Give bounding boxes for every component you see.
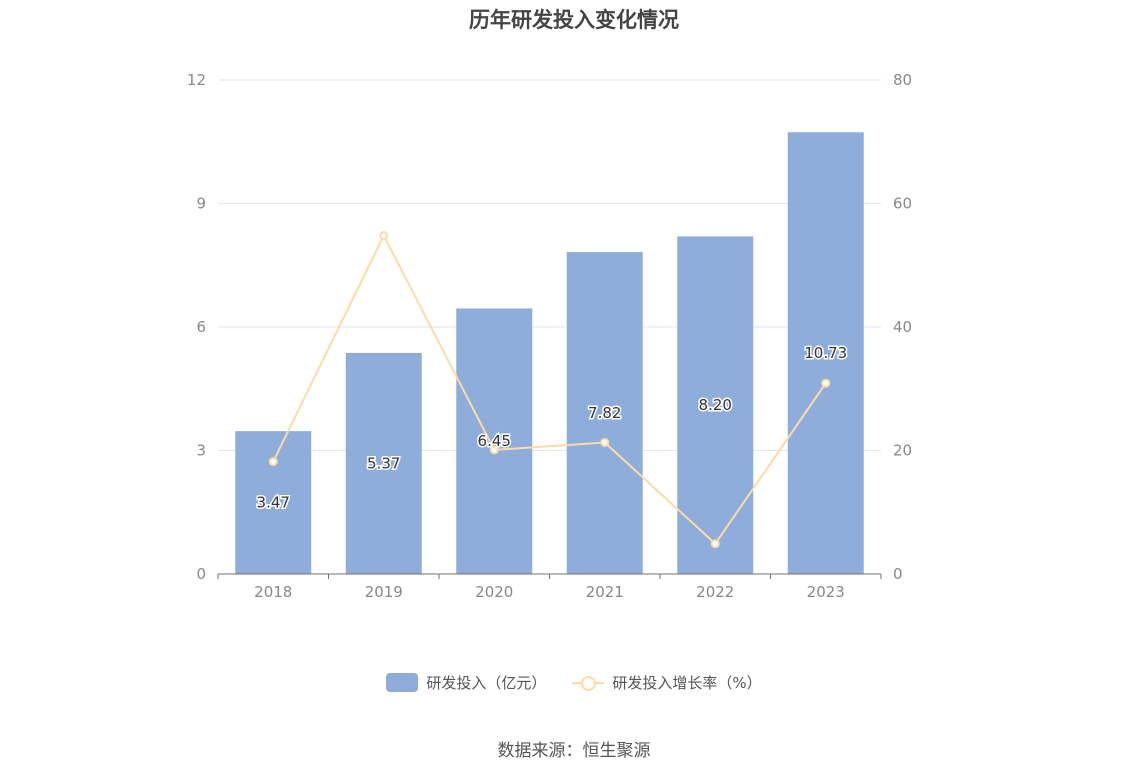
chart-title: 历年研发投入变化情况 <box>469 8 679 32</box>
bar <box>456 308 533 574</box>
growth-rate-point <box>489 445 499 455</box>
y-right-tick-label: 60 <box>893 195 912 213</box>
bar <box>677 236 754 574</box>
growth-rate-point <box>600 437 610 447</box>
bar-value-label: 7.82 <box>588 404 621 422</box>
legend-item-growth-rate[interactable]: 研发投入增长率（%） <box>572 672 762 693</box>
y-right-tick-label: 0 <box>893 565 903 583</box>
line-layer <box>268 231 831 549</box>
legend-label-growth-rate: 研发投入增长率（%） <box>612 674 762 692</box>
y-right-tick-label: 40 <box>893 318 912 336</box>
legend-line-swatch <box>572 673 605 692</box>
y-left-tick-label: 0 <box>196 565 206 583</box>
data-source: 数据来源：恒生聚源 <box>497 741 651 761</box>
legend-item-rd-investment[interactable]: 研发投入（亿元） <box>386 672 546 693</box>
x-tick-label: 2022 <box>696 583 734 601</box>
growth-rate-point <box>379 231 389 241</box>
y-left-tick-label: 3 <box>196 442 206 460</box>
bar <box>566 252 643 574</box>
bar-value-label: 3.47 <box>257 494 290 512</box>
y-left-tick-label: 12 <box>187 71 206 89</box>
y-right-tick-label: 20 <box>893 442 912 460</box>
grid-layer <box>218 79 881 451</box>
legend: 研发投入（亿元） 研发投入增长率（%） <box>0 672 1148 693</box>
bar <box>787 132 864 574</box>
bar <box>345 352 422 574</box>
x-tick-label: 2023 <box>807 583 845 601</box>
axis-layer: 0 3 6 9 12 0 20 40 60 80 2018 2019 2020 2021 2022 2023 <box>187 71 912 601</box>
legend-bar-swatch <box>386 673 419 692</box>
y-left-tick-label: 9 <box>196 195 206 213</box>
bar-layer <box>235 132 864 574</box>
x-tick-label: 2021 <box>586 583 624 601</box>
x-tick-label: 2020 <box>475 583 513 601</box>
bar-value-label: 5.37 <box>367 454 400 472</box>
bar <box>235 431 312 574</box>
legend-label-rd-investment: 研发投入（亿元） <box>426 674 547 692</box>
growth-rate-point <box>710 539 720 549</box>
x-tick-label: 2018 <box>254 583 292 601</box>
bar-value-label: 6.45 <box>478 432 511 450</box>
growth-rate-point <box>821 378 831 388</box>
bar-value-label: 8.20 <box>699 396 732 414</box>
growth-rate-point <box>268 457 278 467</box>
y-left-tick-label: 6 <box>196 318 206 336</box>
bar-value-label: 10.73 <box>804 344 847 362</box>
y-right-tick-label: 80 <box>893 71 912 89</box>
x-tick-label: 2019 <box>365 583 403 601</box>
label-layer: 3.47 5.37 6.45 7.82 8.20 10.73 <box>255 343 849 513</box>
growth-rate-line <box>272 233 827 546</box>
